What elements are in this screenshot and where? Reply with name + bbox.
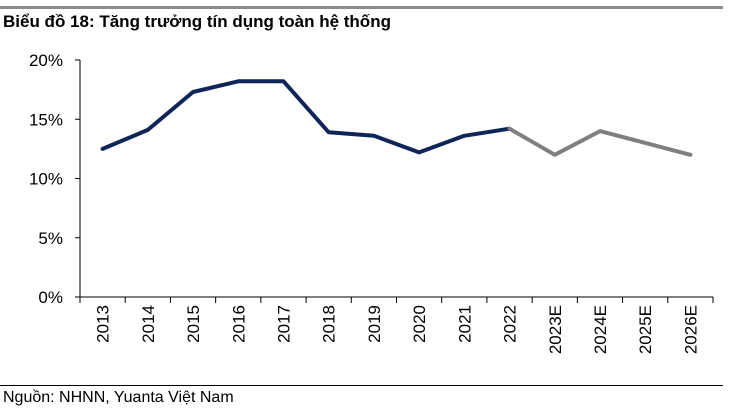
x-tick-label: 2024E	[591, 305, 610, 354]
top-rule	[0, 6, 723, 9]
chart-axes	[75, 59, 714, 303]
y-tick-label: 20%	[29, 51, 63, 70]
x-tick-label: 2013	[94, 305, 113, 343]
bottom-rule	[0, 385, 723, 386]
y-tick-label: 15%	[29, 110, 63, 129]
series-line-2	[507, 126, 693, 157]
chart-title: Biểu đồ 18: Tăng trưởng tín dụng toàn hệ…	[3, 12, 391, 31]
x-tick-label: 2025E	[636, 305, 655, 354]
x-tick-label: 2020	[410, 305, 429, 343]
y-tick-label: 0%	[38, 288, 63, 307]
x-tick-label: 2016	[229, 305, 248, 343]
y-tick-label: 5%	[38, 229, 63, 248]
x-tick-label: 2015	[184, 305, 203, 343]
x-tick-label: 2021	[455, 305, 474, 343]
x-tick-label: 2017	[274, 305, 293, 343]
x-tick-label: 2023E	[546, 305, 565, 354]
x-tick-label: 2018	[320, 305, 339, 343]
y-tick-label: 10%	[29, 170, 63, 189]
x-tick-label: 2026E	[681, 305, 700, 354]
series-lines	[100, 79, 693, 157]
x-tick-label: 2014	[139, 305, 158, 343]
x-tick-label: 2022	[501, 305, 520, 343]
y-tick-labels: 0% 5% 10% 15% 20%	[29, 51, 63, 307]
x-tick-labels: 2013 2014 2015 2016 2017 2018 2019 2020 2021 2022…	[94, 305, 701, 354]
x-tick-label: 2019	[365, 305, 384, 343]
source-note: Nguồn: NHNN, Yuanta Việt Nam	[3, 389, 234, 406]
series-line-1	[100, 79, 512, 155]
